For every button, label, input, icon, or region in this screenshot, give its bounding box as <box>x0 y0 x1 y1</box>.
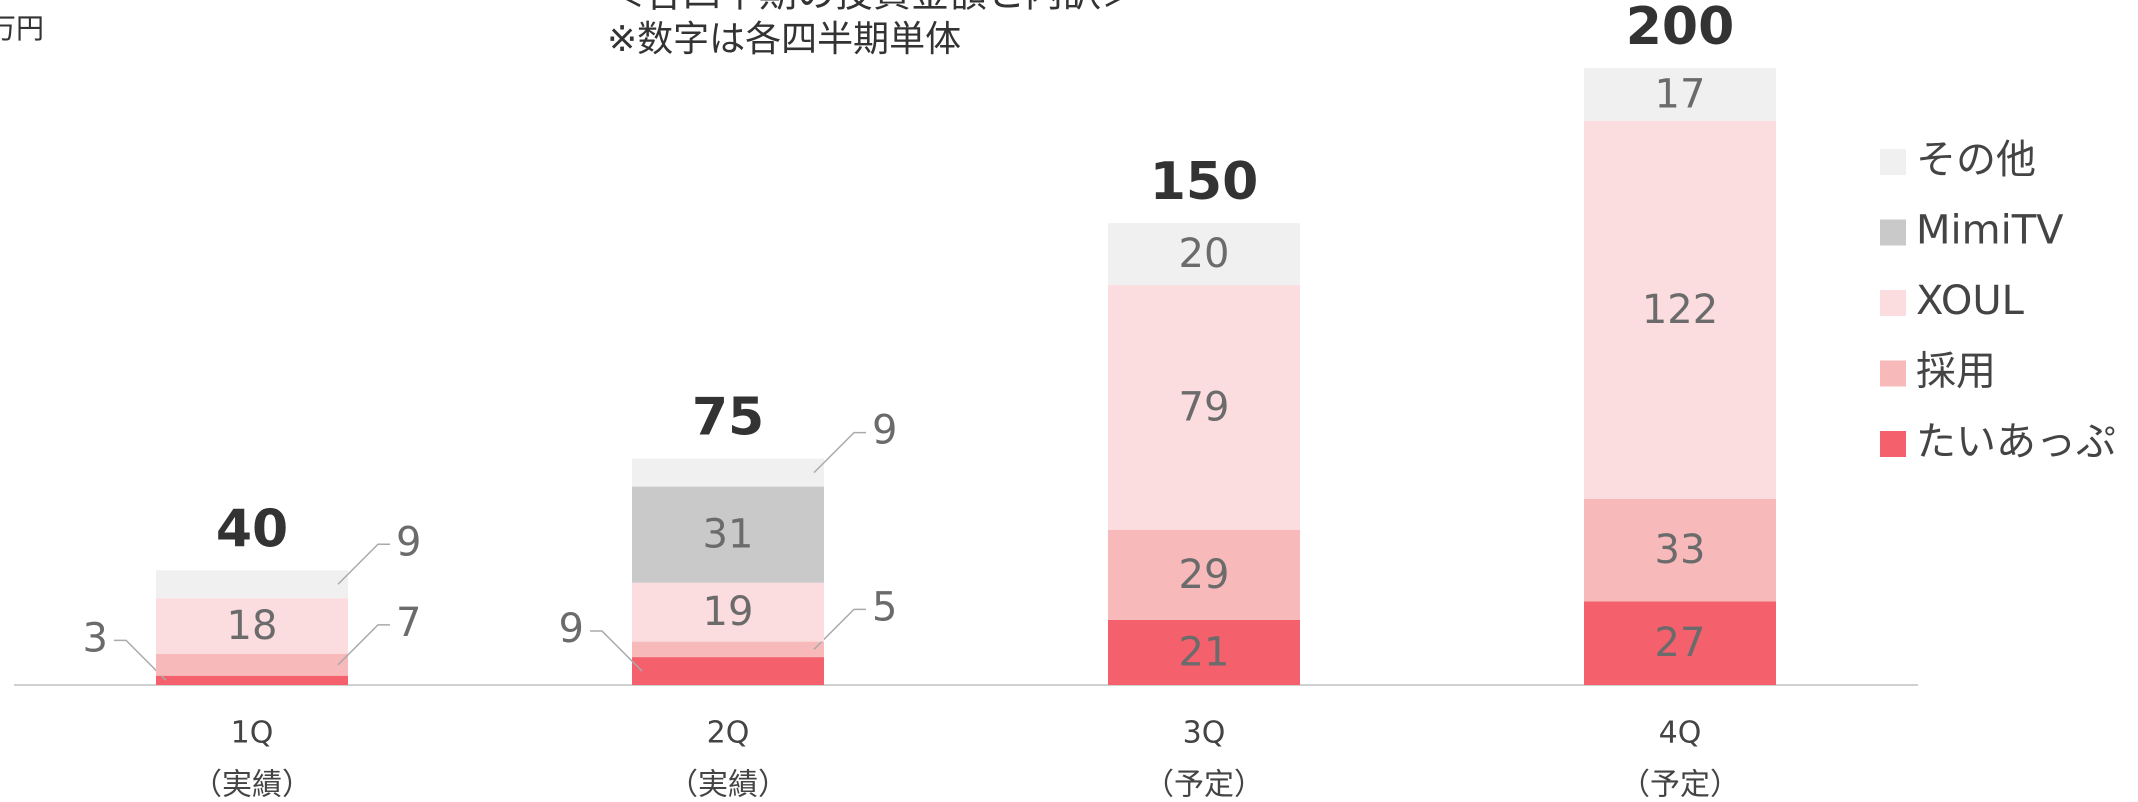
legend-swatch <box>1880 290 1906 316</box>
x-tick-sublabel: （実績） <box>668 768 788 802</box>
value-label: 3 <box>83 615 108 661</box>
x-tick-sublabel: （予定） <box>1144 768 1264 802</box>
bar-segment <box>1108 530 1300 620</box>
legend-label: XOUL <box>1916 278 2025 324</box>
legend-label: MimiTV <box>1916 208 2064 254</box>
x-tick-sublabel: （予定） <box>1620 768 1740 802</box>
bar-segment <box>1108 285 1300 530</box>
total-label: 150 <box>1150 152 1259 212</box>
value-label: 31 <box>703 512 754 558</box>
value-label: 5 <box>872 584 897 630</box>
bar-segment <box>156 654 348 676</box>
legend-swatch <box>1880 360 1906 387</box>
x-tick-label: 1Q <box>231 716 274 751</box>
total-label: 200 <box>1626 0 1735 57</box>
legend-swatch <box>1880 431 1906 457</box>
bar-segment <box>632 582 824 642</box>
x-tick-label: 2Q <box>707 716 750 751</box>
bar-segment <box>1584 120 1776 500</box>
leader-line <box>114 639 167 681</box>
legend-swatch <box>1880 219 1906 246</box>
bar-segment <box>1108 619 1300 685</box>
value-label: 7 <box>396 600 421 646</box>
unit-label: 単位：百万円 <box>0 12 44 45</box>
x-tick-label: 4Q <box>1659 716 1702 751</box>
legend-label: たいあっぷ <box>1916 419 2116 465</box>
legend-swatch <box>1880 149 1906 175</box>
leader-line <box>813 608 866 650</box>
value-label: 21 <box>1179 629 1230 675</box>
total-label: 40 <box>216 499 288 559</box>
bar-segment <box>156 675 348 685</box>
bar-segment <box>1584 499 1776 602</box>
bar-segment <box>1584 601 1776 685</box>
x-tick-label: 3Q <box>1183 716 1226 751</box>
legend-label: その他 <box>1916 137 2036 183</box>
value-label: 9 <box>396 519 421 565</box>
legend-label: 採用 <box>1916 349 1996 395</box>
value-label: 79 <box>1179 385 1230 431</box>
value-label: 19 <box>703 589 754 635</box>
bar-segment <box>632 641 824 658</box>
x-tick-sublabel: （実績） <box>192 768 312 802</box>
value-label: 122 <box>1642 287 1718 333</box>
value-label: 17 <box>1655 71 1706 117</box>
bar-segment <box>632 657 824 685</box>
bar-segment <box>1584 68 1776 121</box>
bar-segment <box>632 458 824 487</box>
chart-subtitle: ※数字は各四半期単体 <box>607 19 961 60</box>
bar-segment <box>156 570 348 599</box>
value-label: 33 <box>1655 527 1706 573</box>
leader-line <box>337 543 390 585</box>
value-label: 27 <box>1655 620 1706 666</box>
leader-line <box>813 431 866 474</box>
value-label: 9 <box>872 408 897 454</box>
leader-line <box>590 630 643 672</box>
bar-segment <box>632 486 824 583</box>
total-label: 75 <box>692 388 764 448</box>
bar-segment <box>1108 223 1300 286</box>
value-label: 18 <box>227 603 278 649</box>
value-label: 9 <box>559 606 584 652</box>
value-label: 20 <box>1179 231 1230 277</box>
bar-segment <box>156 598 348 654</box>
chart-title: ＜各四半期の投資金額と内訳＞ <box>607 0 1139 16</box>
leader-line <box>337 624 390 666</box>
value-label: 29 <box>1179 552 1230 598</box>
